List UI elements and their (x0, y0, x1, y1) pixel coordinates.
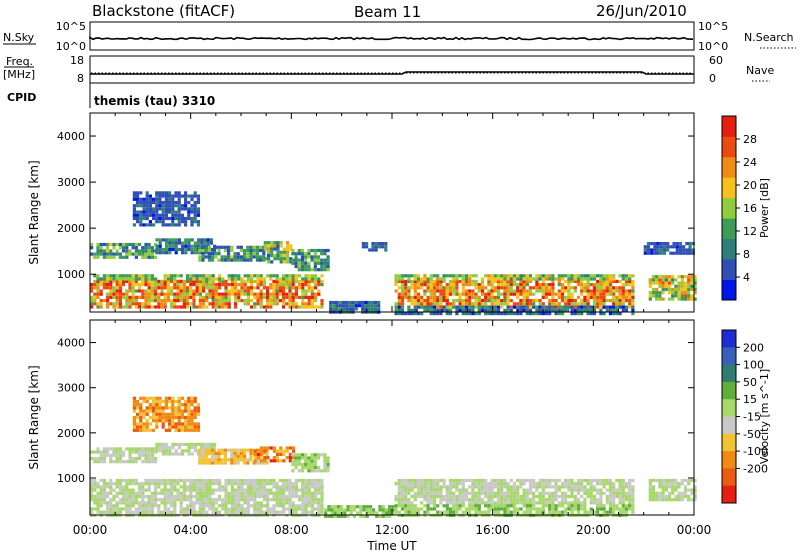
y-tick-label: 1000 (57, 472, 85, 485)
time-axis: 00:00 04:00 08:00 12:00 16:00 20:00 00:00 Time … (73, 523, 712, 553)
colorbar-tick-label: 12 (743, 225, 757, 238)
beam-title: Beam 11 (354, 3, 421, 21)
y-tick-label: 2000 (57, 427, 85, 440)
y-axis-label: Slant Range [km] (27, 365, 41, 469)
colorbar-swatch (722, 364, 736, 383)
colorbar-tick-label: 15 (743, 393, 757, 406)
colorbar-tick-label: 100 (743, 359, 764, 372)
colorbar-tick-label: 28 (743, 133, 757, 146)
cpid-value: themis (tau) 3310 (94, 94, 215, 108)
freq-panel-frame (89, 55, 695, 84)
x-axis-label: Time UT (366, 539, 417, 553)
colorbar-tick-label: 4 (743, 271, 750, 284)
colorbar-tick-label: 50 (743, 376, 757, 389)
colorbar-swatch (722, 156, 736, 178)
nsky-tick-high: 10^5 (56, 20, 86, 33)
nsearch-label: N.Search (744, 31, 794, 44)
freq-trace (90, 71, 694, 75)
freq-unit: [MHz] (3, 68, 35, 81)
nsky-label: N.Sky (3, 31, 35, 44)
nsky-tick-low: 10^0 (56, 40, 86, 53)
colorbar-tick-label: -200 (743, 462, 768, 475)
date-title: 26/Jun/2010 (596, 2, 687, 20)
colorbar-swatch (722, 381, 736, 400)
colorbar-swatch (722, 116, 736, 137)
x-tick-label: 00:00 (73, 523, 108, 537)
colorbar-tick-label: -15 (743, 411, 761, 424)
freq-tick-low: 8 (77, 72, 84, 85)
colorbar-swatch (722, 197, 736, 219)
nave-tick-high: 60 (709, 54, 723, 67)
freq-tick-high: 18 (70, 54, 84, 67)
nave-tick-low: 0 (709, 72, 716, 85)
nave-label: Nave (746, 64, 774, 77)
x-tick-label: 20:00 (576, 523, 611, 537)
colorbar-swatch (722, 399, 736, 417)
power-cells (90, 191, 697, 316)
velocity-cells (90, 396, 697, 518)
x-tick-label: 04:00 (173, 523, 208, 537)
y-tick-label: 4000 (57, 337, 85, 350)
colorbar-tick-label: 16 (743, 202, 757, 215)
nsky-trace (89, 36, 694, 41)
station-title: Blackstone (fitACF) (92, 2, 235, 20)
power-colorbar: 4 8 12 16 20 24 28 Power [dB] (721, 115, 771, 301)
colorbar-tick-label: 200 (743, 341, 764, 354)
colorbar-label: Power [dB] (758, 178, 771, 238)
y-tick-label: 2000 (57, 222, 85, 235)
colorbar-tick-label: -100 (743, 445, 768, 458)
power-panel: 1000 2000 3000 4000 Slant Range [km] (27, 112, 697, 316)
x-tick-label: 08:00 (274, 523, 309, 537)
colorbar-tick-label: 8 (743, 248, 750, 261)
nsearch-tick-high: 10^5 (698, 20, 728, 33)
colorbar-swatch (722, 468, 736, 487)
colorbar-swatch (722, 433, 736, 452)
colorbar-swatch (722, 451, 736, 469)
velocity-panel: 1000 2000 3000 4000 Slant Range [km] (27, 319, 697, 518)
colorbar-swatch (722, 218, 736, 239)
colorbar-swatch (722, 347, 736, 365)
x-tick-label: 00:00 (677, 523, 712, 537)
colorbar-label: Velocity [m s^-1] (758, 369, 771, 464)
nsearch-tick-low: 10^0 (698, 40, 728, 53)
y-tick-label: 4000 (57, 130, 85, 143)
colorbar-swatch (722, 177, 736, 199)
y-tick-label: 3000 (57, 176, 85, 189)
freq-label: Freq. (6, 55, 33, 68)
colorbar-swatch (722, 485, 736, 504)
nsky-panel-frame (89, 21, 695, 51)
colorbar-tick-label: 20 (743, 179, 757, 192)
colorbar-swatch (722, 330, 736, 348)
colorbar-swatch (722, 136, 736, 158)
y-tick-label: 1000 (57, 268, 85, 281)
y-tick-label: 3000 (57, 382, 85, 395)
x-tick-label: 12:00 (375, 523, 410, 537)
cpid-label: CPID (7, 91, 36, 104)
x-tick-label: 16:00 (475, 523, 510, 537)
colorbar-swatch (722, 416, 736, 435)
colorbar-swatch (722, 279, 736, 301)
colorbar-tick-label: 24 (743, 156, 757, 169)
y-axis-label: Slant Range [km] (27, 160, 41, 264)
colorbar-swatch (722, 259, 736, 280)
colorbar-swatch (722, 238, 736, 260)
colorbar-tick-label: -50 (743, 428, 761, 441)
